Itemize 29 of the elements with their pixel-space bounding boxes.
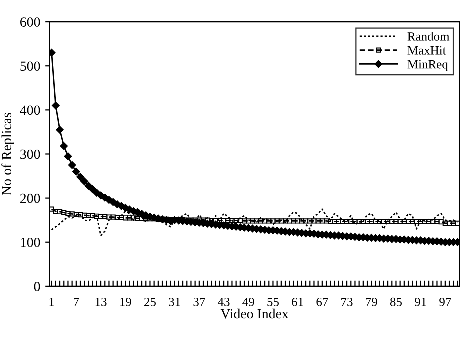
x-tick-label: 43 [218,298,230,306]
x-tick-label: 1 [50,298,54,306]
legend-label: Random [408,32,450,41]
x-tick-label: 73 [342,298,353,306]
legend-label: MaxHit [408,46,446,55]
y-tick-label: 0 [34,282,40,292]
x-tick-label: 49 [242,298,254,306]
x-tick-label: 55 [268,298,279,306]
x-tick-label: 91 [414,298,426,306]
x-tick-label: 13 [96,298,107,306]
x-tick-label: 7 [74,298,80,306]
x-tick-label: 31 [169,298,180,306]
legend-label: MinReq [408,60,448,72]
x-tick-label: 61 [292,298,304,306]
y-tick-label: 200 [20,194,40,204]
x-tick-label: 25 [144,298,156,306]
x-tick-label: 79 [366,298,378,306]
x-axis-title: Video Index [220,308,289,319]
y-tick-label: 500 [20,62,40,72]
y-axis-title: No of Replicas [2,113,14,196]
x-tick-label: 67 [316,298,328,306]
x-tick-label: 19 [120,298,132,306]
y-tick-label: 100 [21,238,40,248]
y-tick-label: 300 [20,150,40,160]
y-tick-label: 600 [20,18,40,27]
y-tick-label: 400 [20,106,40,116]
x-tick-label: 37 [194,298,206,306]
x-tick-label: 85 [390,298,402,306]
x-tick-label: 97 [440,298,452,306]
